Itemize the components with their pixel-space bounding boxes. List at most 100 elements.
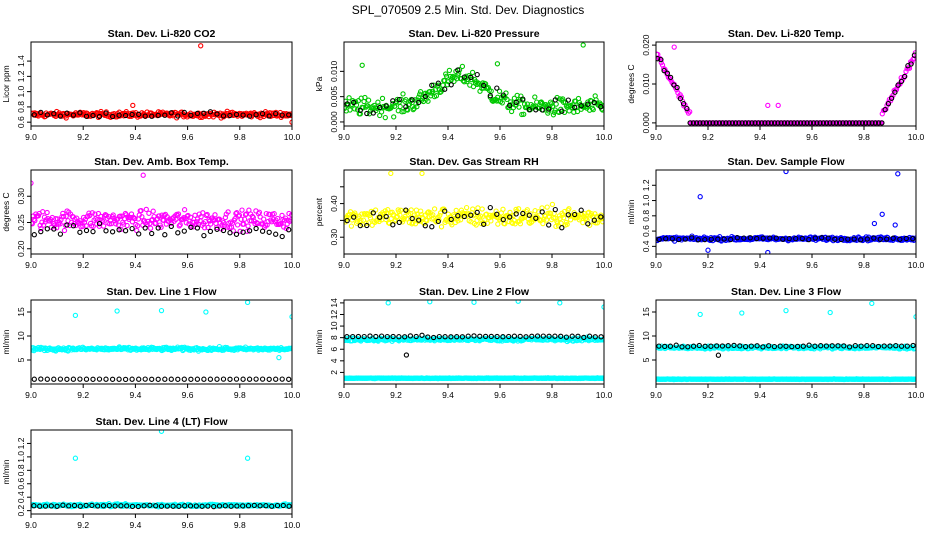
data-point [725, 343, 731, 349]
data-point [856, 120, 862, 126]
data-point [794, 343, 801, 350]
data-point [533, 215, 539, 221]
points [31, 172, 292, 240]
y-tick-label: 0.30 [16, 188, 26, 205]
data-point [890, 235, 896, 241]
data-point [714, 343, 720, 349]
data-point [580, 219, 586, 226]
plot-frame [30, 41, 293, 127]
data-point [259, 110, 266, 117]
data-point [814, 120, 820, 126]
data-point [526, 107, 532, 113]
data-point [216, 503, 223, 509]
data-point [257, 503, 263, 509]
data-point [424, 218, 430, 224]
data-point [253, 376, 259, 382]
data-point [391, 114, 397, 120]
data-point [70, 112, 77, 118]
data-point [768, 120, 775, 126]
data-point [513, 99, 519, 106]
data-point [533, 107, 539, 113]
data-point [449, 222, 455, 228]
data-point [546, 222, 552, 228]
data-point [846, 344, 853, 350]
data-point [749, 120, 755, 126]
data-point [788, 120, 794, 126]
x-tick-label: 9.2 [702, 132, 714, 142]
y-tick-label: 0.020 [641, 34, 651, 56]
data-point [83, 113, 90, 119]
data-point [147, 225, 154, 231]
data-point [673, 342, 679, 348]
data-point [731, 342, 737, 349]
data-point [448, 334, 454, 340]
data-point [706, 120, 713, 126]
y-axis-label: Licor ppm [1, 65, 11, 102]
data-point [129, 111, 135, 118]
data-point [176, 223, 182, 229]
data-point [227, 112, 233, 119]
data-point [572, 104, 578, 111]
data-point [664, 70, 671, 76]
data-point [44, 209, 50, 216]
data-point [543, 217, 550, 223]
data-point [240, 376, 246, 382]
data-point [566, 206, 572, 212]
data-point [286, 210, 292, 217]
data-point [177, 222, 183, 228]
y-tick-label: 10 [16, 331, 26, 341]
data-point [235, 213, 242, 219]
data-point [838, 236, 844, 243]
data-point [742, 343, 749, 350]
y-axis-label: ml/min [626, 329, 636, 354]
data-point [496, 88, 503, 94]
data-point [581, 334, 587, 341]
data-point [474, 209, 480, 216]
data-point [38, 228, 44, 235]
data-point [136, 376, 142, 382]
y-tick-label: 0.4 [16, 491, 26, 503]
x-tick-label: 9.4 [442, 390, 454, 400]
data-point [57, 376, 64, 382]
data-point [871, 235, 877, 241]
data-point [557, 215, 563, 221]
data-point [729, 120, 736, 126]
data-point [416, 99, 422, 106]
data-point [346, 95, 352, 101]
data-point [590, 106, 596, 113]
data-point [211, 503, 217, 510]
data-point [901, 73, 908, 80]
data-point [786, 235, 792, 242]
chart-line1: Stan. Dev. Line 1 Flow ml/min 9.0 9.2 9.4 9.6… [1, 286, 301, 400]
data-point [507, 102, 513, 109]
data-point [396, 219, 402, 226]
data-point [70, 376, 77, 382]
data-point [662, 343, 668, 350]
data-point [578, 207, 584, 213]
y-tick-label: 0.8 [16, 464, 26, 476]
data-point [728, 236, 734, 243]
outlier-point [158, 430, 165, 434]
points [656, 44, 916, 126]
data-point [755, 120, 762, 126]
outlier-point [871, 220, 878, 227]
data-point [360, 217, 367, 223]
x-tick-label: 9.8 [858, 260, 870, 270]
data-point [212, 212, 218, 218]
data-point [103, 376, 109, 382]
data-point [845, 236, 851, 242]
data-point [240, 503, 246, 509]
data-point [493, 208, 499, 214]
data-point [175, 230, 181, 236]
data-point [553, 101, 559, 107]
data-point [598, 334, 604, 340]
data-point [485, 85, 492, 91]
y-tick-label: 1.2 [16, 70, 26, 82]
x-tick-label: 9.0 [650, 132, 662, 142]
data-point [156, 213, 162, 219]
data-point [506, 333, 512, 340]
data-point [488, 88, 494, 94]
data-point [736, 120, 742, 126]
x-tick-label: 9.8 [858, 132, 870, 142]
y-tick-label: 0.25 [16, 214, 26, 231]
